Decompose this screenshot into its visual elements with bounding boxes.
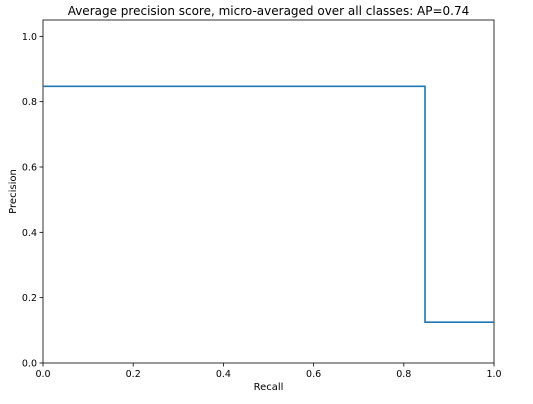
series-layer bbox=[43, 85, 494, 323]
precision-recall-step-line bbox=[43, 85, 494, 323]
y-tick-label: 0.6 bbox=[22, 163, 37, 174]
x-tick-label: 0.6 bbox=[306, 369, 321, 380]
y-axis-label: Precision bbox=[8, 169, 19, 214]
y-tick-label: 0.8 bbox=[22, 97, 37, 108]
x-tick-label: 0.8 bbox=[396, 369, 411, 380]
x-tick-label: 0.2 bbox=[126, 369, 141, 380]
y-tick-label: 1.0 bbox=[22, 32, 37, 43]
y-tick-label: 0.4 bbox=[22, 228, 37, 239]
y-tick-label: 0.2 bbox=[22, 293, 37, 304]
y-axis-ticks: 0.0 0.2 0.4 0.6 0.8 1.0 bbox=[22, 32, 43, 370]
x-axis-label: Recall bbox=[254, 382, 284, 393]
plot-area-frame bbox=[42, 19, 495, 364]
chart-title: Average precision score, micro-averaged … bbox=[68, 4, 470, 18]
y-tick-label: 0.0 bbox=[22, 359, 37, 370]
x-tick-label: 1.0 bbox=[486, 369, 501, 380]
x-tick-label: 0.4 bbox=[216, 369, 231, 380]
x-tick-label: 0.0 bbox=[35, 369, 50, 380]
x-axis-ticks: 0.0 0.2 0.4 0.6 0.8 1.0 bbox=[35, 363, 502, 380]
